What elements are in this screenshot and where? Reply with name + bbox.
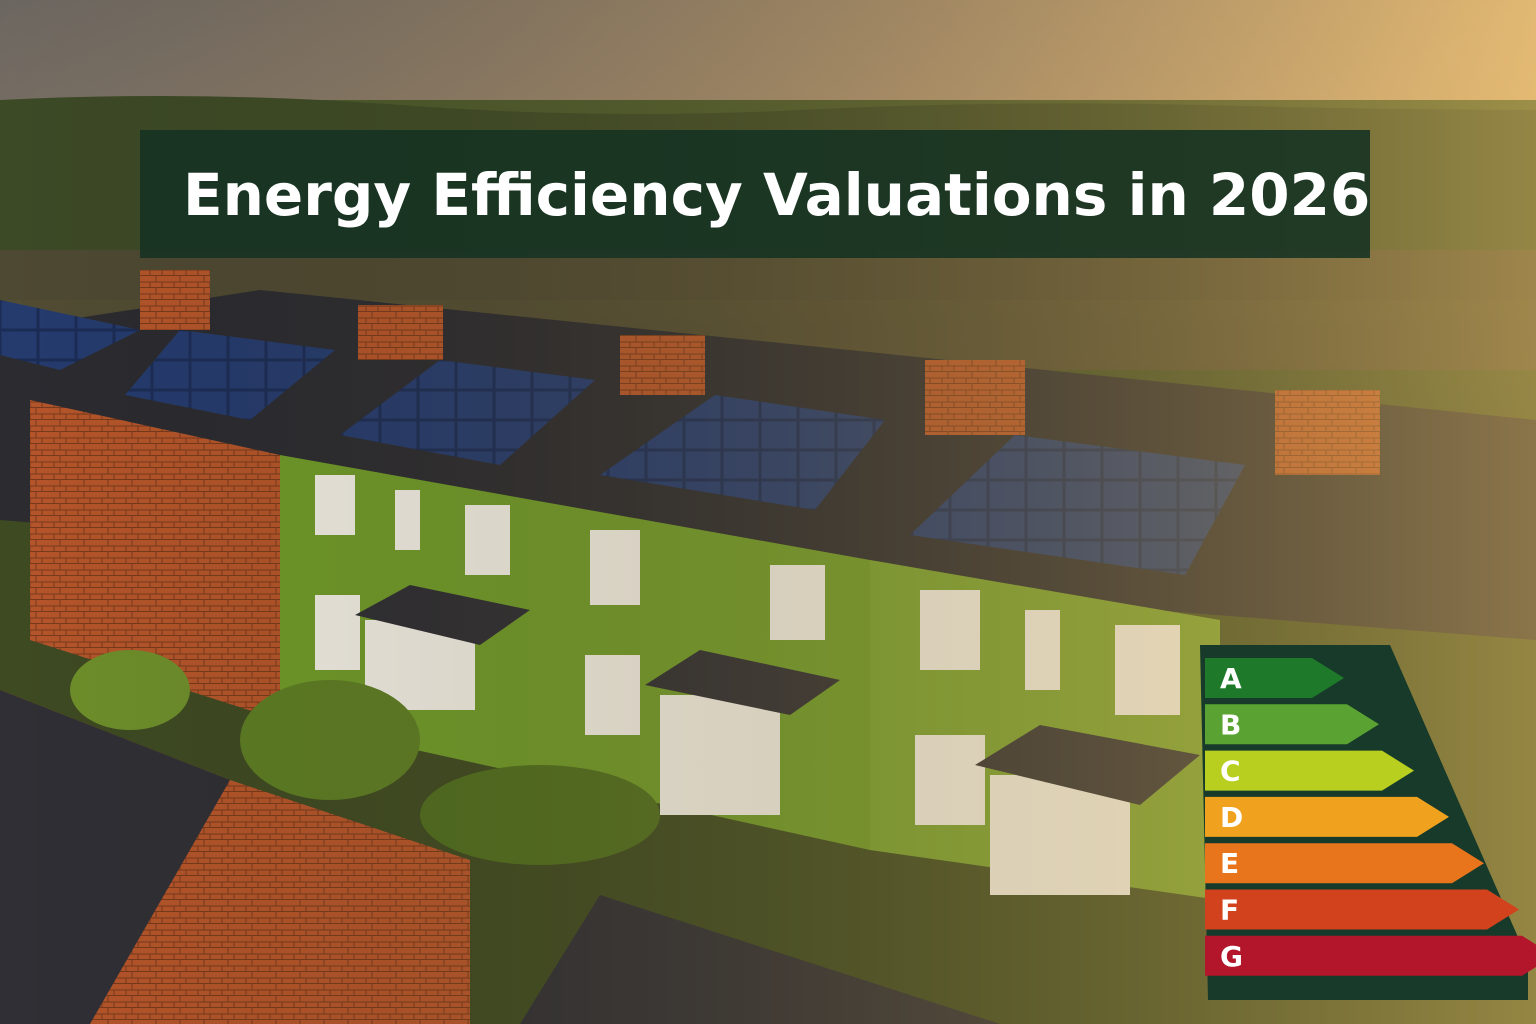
rating-band-label: D	[1220, 801, 1243, 834]
rating-band-label: G	[1220, 940, 1243, 973]
rating-band	[1205, 750, 1414, 791]
rating-band-label: C	[1220, 755, 1241, 788]
rating-band-label: F	[1220, 894, 1239, 927]
rating-band	[1205, 796, 1449, 837]
rating-band	[1205, 704, 1379, 745]
rating-band-label: A	[1220, 662, 1242, 695]
page-title: Energy Efficiency Valuations in 2026	[183, 161, 1370, 229]
rating-band-label: E	[1220, 847, 1239, 880]
rating-band	[1205, 843, 1484, 884]
rating-band	[1205, 889, 1519, 930]
rating-band	[1205, 935, 1536, 976]
rating-band	[1205, 658, 1344, 698]
title-banner	[140, 130, 1370, 258]
rating-band-label: B	[1220, 708, 1241, 741]
